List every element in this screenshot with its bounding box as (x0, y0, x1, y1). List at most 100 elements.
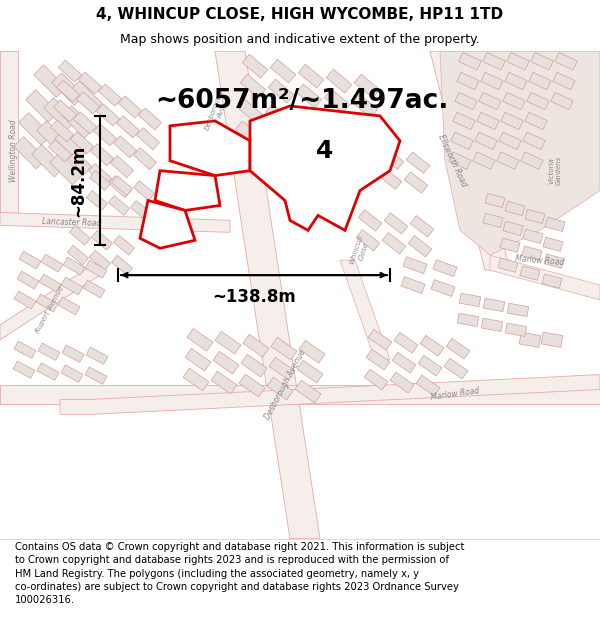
Text: Whincup
Close: Whincup Close (349, 234, 371, 267)
Polygon shape (44, 98, 76, 130)
Polygon shape (55, 129, 87, 161)
Polygon shape (213, 351, 239, 374)
Polygon shape (239, 374, 265, 397)
Polygon shape (13, 361, 35, 378)
Polygon shape (170, 121, 250, 176)
Polygon shape (529, 72, 551, 90)
Polygon shape (431, 279, 455, 296)
Polygon shape (505, 72, 527, 90)
Polygon shape (79, 72, 101, 94)
Polygon shape (88, 164, 112, 186)
Polygon shape (295, 380, 321, 403)
Polygon shape (76, 92, 100, 114)
Polygon shape (523, 132, 545, 149)
Polygon shape (296, 84, 322, 108)
Polygon shape (446, 338, 470, 359)
Polygon shape (408, 236, 432, 257)
Polygon shape (501, 112, 523, 129)
Polygon shape (525, 209, 545, 224)
Polygon shape (481, 72, 503, 90)
Polygon shape (293, 109, 319, 132)
Polygon shape (73, 112, 97, 134)
Polygon shape (70, 81, 102, 113)
Polygon shape (420, 336, 444, 356)
Polygon shape (97, 104, 119, 126)
Polygon shape (500, 238, 520, 252)
Text: 4: 4 (316, 139, 334, 162)
Polygon shape (364, 369, 388, 390)
Polygon shape (324, 89, 350, 113)
Polygon shape (544, 254, 564, 268)
Polygon shape (211, 371, 237, 394)
Polygon shape (384, 213, 408, 234)
Polygon shape (94, 124, 116, 146)
Polygon shape (215, 331, 241, 354)
Polygon shape (62, 106, 94, 138)
Polygon shape (521, 152, 543, 169)
Polygon shape (185, 348, 211, 371)
Polygon shape (392, 352, 416, 373)
Polygon shape (319, 136, 345, 159)
Polygon shape (349, 119, 375, 142)
Polygon shape (26, 90, 58, 122)
Text: ~6057m²/~1.497ac.: ~6057m²/~1.497ac. (155, 88, 448, 114)
Polygon shape (241, 354, 267, 377)
Polygon shape (53, 100, 77, 122)
Polygon shape (109, 176, 131, 198)
Text: Marlow Road: Marlow Road (515, 254, 565, 267)
Polygon shape (483, 298, 505, 312)
Polygon shape (542, 274, 562, 288)
Polygon shape (118, 96, 142, 118)
Polygon shape (14, 136, 46, 169)
Polygon shape (36, 294, 58, 312)
Polygon shape (265, 104, 291, 127)
Text: Desborough
Ave: Desborough Ave (205, 89, 232, 133)
Polygon shape (543, 237, 563, 251)
Polygon shape (328, 140, 352, 161)
Polygon shape (113, 236, 134, 255)
Polygon shape (89, 171, 110, 191)
Polygon shape (70, 132, 94, 154)
Polygon shape (61, 365, 83, 382)
Polygon shape (0, 51, 18, 221)
Polygon shape (14, 341, 36, 358)
Polygon shape (354, 74, 380, 98)
Polygon shape (366, 349, 390, 370)
Polygon shape (67, 246, 89, 265)
Polygon shape (32, 144, 64, 177)
Polygon shape (50, 120, 74, 142)
Text: Map shows position and indicative extent of the property.: Map shows position and indicative extent… (120, 34, 480, 46)
Polygon shape (551, 92, 573, 110)
Polygon shape (0, 260, 100, 340)
Polygon shape (113, 136, 137, 158)
Polygon shape (321, 114, 347, 138)
Polygon shape (453, 112, 475, 129)
Polygon shape (433, 260, 457, 276)
Polygon shape (503, 92, 525, 110)
Polygon shape (473, 152, 495, 169)
Polygon shape (380, 148, 404, 169)
Polygon shape (499, 132, 521, 149)
Polygon shape (37, 363, 59, 380)
Polygon shape (390, 372, 414, 393)
Polygon shape (368, 329, 392, 350)
Text: Contains OS data © Crown copyright and database right 2021. This information is : Contains OS data © Crown copyright and d… (15, 542, 464, 605)
Polygon shape (63, 258, 85, 275)
Polygon shape (237, 99, 263, 122)
Polygon shape (60, 374, 600, 414)
Polygon shape (523, 229, 543, 243)
Polygon shape (68, 152, 92, 174)
Polygon shape (49, 140, 71, 162)
Polygon shape (326, 69, 352, 93)
Polygon shape (298, 64, 324, 88)
Polygon shape (39, 274, 61, 292)
Polygon shape (136, 127, 160, 150)
Polygon shape (382, 232, 406, 254)
Polygon shape (352, 164, 376, 185)
Polygon shape (291, 131, 317, 154)
Polygon shape (62, 345, 84, 362)
Polygon shape (479, 92, 501, 110)
Polygon shape (356, 229, 380, 251)
Polygon shape (215, 51, 320, 539)
Polygon shape (507, 52, 529, 70)
